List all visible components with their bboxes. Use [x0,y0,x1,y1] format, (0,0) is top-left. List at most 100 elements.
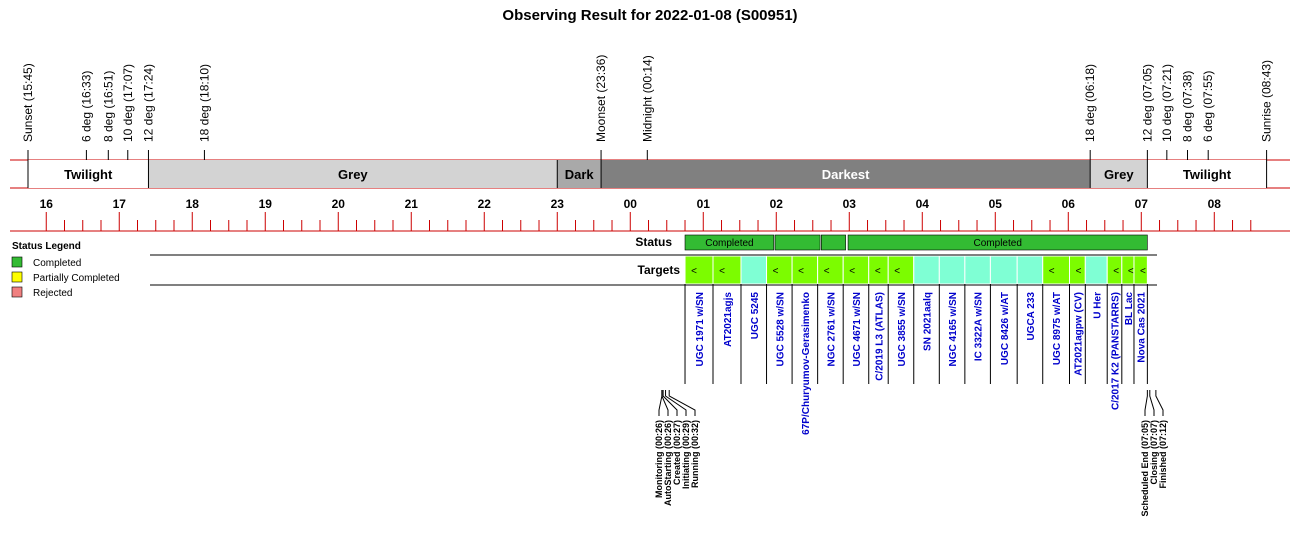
legend-swatch [11,286,23,298]
milestone-label: AutoStarting (00:26) [663,420,673,506]
hour-axis: 16 17 18 19 20 21 22 23 00 01 02 03 04 05 06 07 08 [40,197,1252,231]
milestone-leader [1144,390,1148,416]
milestone-leader [668,390,696,416]
sky-band-label: Twilight [1183,167,1232,182]
target-mark: < [719,266,725,277]
target-name: UGC 5528 w/SN [775,292,786,366]
legend-label: Rejected [33,288,72,299]
milestone-leader [665,390,687,416]
status-row-label: Status [635,235,672,249]
event-label: 18 deg (06:18) [1083,64,1097,142]
event-label: 8 deg (16:51) [101,71,115,142]
sky-band-label: Grey [1104,167,1134,182]
hour-label: 05 [989,197,1003,211]
status-block [684,234,775,251]
hour-label: 20 [332,197,346,211]
target-mark: < [773,266,779,277]
hour-label: 04 [916,197,930,211]
hour-label: 07 [1135,197,1149,211]
hour-label: 01 [697,197,711,211]
milestone-label: Closing (07:07) [1149,420,1159,485]
target-mark: < [1140,266,1146,277]
target-block [791,255,819,285]
legend-label: Completed [33,258,81,269]
target-name: SN 2021aalq [923,292,934,351]
target-block [913,255,940,285]
target-block [887,255,915,285]
sky-band-label: Dark [565,167,595,182]
hour-label: 00 [624,197,638,211]
event-label: 12 deg (07:05) [1140,64,1154,142]
hour-label: 21 [405,197,419,211]
legend-title: Status Legend [12,241,81,252]
legend-swatch [11,256,23,268]
target-mark: < [798,266,804,277]
event-label: 10 deg (07:21) [1160,64,1174,142]
target-name: U Her [1092,292,1103,319]
target-mark: < [875,266,881,277]
target-name: NGC 2761 w/SN [826,292,837,366]
milestone-label: Created (00:27) [672,420,682,485]
target-mark: < [894,266,900,277]
target-block [817,255,844,285]
status-block-label: Completed [974,238,1022,249]
milestone-leader [661,390,669,416]
targets-row-label: Targets [638,263,681,277]
target-name: BL Lac [1124,292,1135,326]
target-block [938,255,966,285]
target-name: UGC 3855 w/SN [897,292,908,366]
target-name: UGC 5245 [750,292,761,340]
event-label: 10 deg (17:07) [121,64,135,142]
hour-label: 02 [770,197,784,211]
event-label: Moonset (23:36) [594,55,608,142]
target-name: AT2021agpw (CV) [1073,292,1084,376]
target-block [684,255,714,285]
target-block [842,255,870,285]
target-block [1133,255,1148,285]
hour-label: 19 [259,197,273,211]
legend-swatch [11,271,23,283]
status-block-label: Completed [705,238,753,249]
target-mark: < [1076,266,1082,277]
target-mark: < [1128,266,1134,277]
target-block [1016,255,1044,285]
target-block [712,255,742,285]
milestone-label: Initiating (00:29) [681,420,691,489]
milestone-leader [1155,390,1164,416]
sky-band [1147,160,1267,188]
target-mark: < [849,266,855,277]
milestone-labels: Monitoring (00:26) AutoStarting (00:26) Cr… [654,390,1168,517]
milestone-label: Finished (07:12) [1158,420,1168,489]
event-label: 12 deg (17:24) [141,64,155,142]
event-label: Sunset (15:45) [21,63,35,142]
target-block [1042,255,1070,285]
sky-band-label: Twilight [64,167,113,182]
hour-label: 06 [1062,197,1076,211]
milestone-leader [1149,390,1155,416]
hour-label: 18 [186,197,200,211]
target-name: 67P/Churyumov-Gerasimenko [801,292,812,435]
target-name: UGC 4671 w/SN [852,292,863,366]
sky-bands: Twilight Grey Dark Darkest Grey Twilight [27,160,1268,188]
hour-label: 23 [551,197,565,211]
event-label: Sunrise (08:43) [1260,60,1274,142]
event-label: Midnight (00:14) [640,55,654,142]
hour-label: 16 [40,197,54,211]
target-block [989,255,1018,285]
target-mark: < [1049,266,1055,277]
target-mark: < [824,266,830,277]
target-name: UGCA 233 [1026,292,1037,341]
target-name: IC 3322A w/SN [974,292,985,361]
sky-band [28,160,149,188]
target-block [766,255,793,285]
milestone-label: Monitoring (00:26) [654,420,664,498]
sky-band-label: Darkest [822,167,870,182]
hour-label: 03 [843,197,857,211]
sky-band [557,160,602,188]
status-row: Status Completed Completed [150,234,1157,286]
target-block [1084,255,1108,285]
event-label: 18 deg (18:10) [197,64,211,142]
event-label: 6 deg (16:33) [79,71,93,142]
status-block [820,234,846,251]
milestone-label: Scheduled End (07:05) [1140,420,1150,517]
